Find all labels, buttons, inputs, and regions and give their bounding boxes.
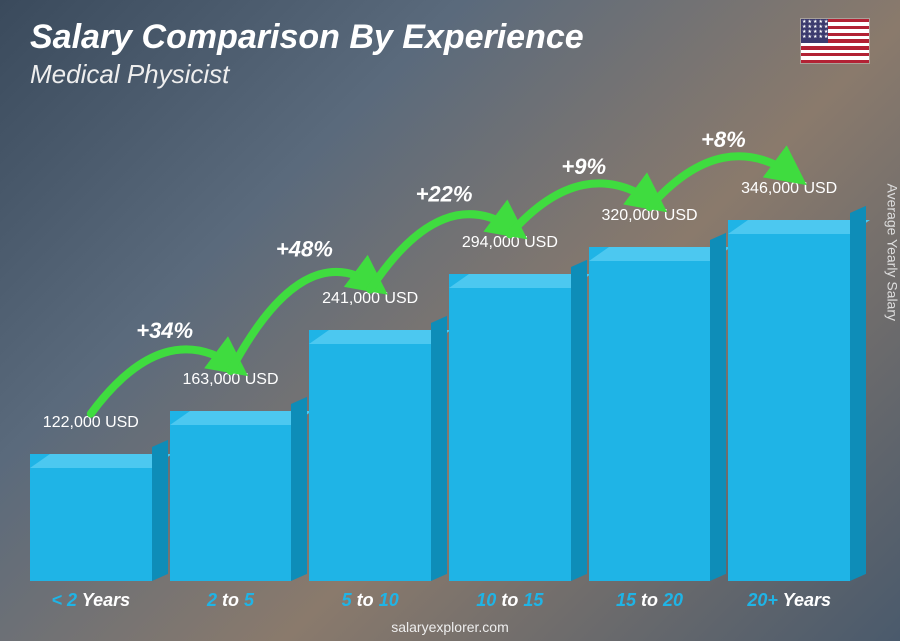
percent-increase-label: +8% <box>701 127 746 152</box>
bar-value-label: 294,000 USD <box>413 234 608 252</box>
footer-attribution: salaryexplorer.com <box>0 619 900 635</box>
x-axis-label: 5 to 10 <box>309 590 431 611</box>
bar <box>728 220 850 581</box>
bar <box>309 330 431 581</box>
bar-value-label: 163,000 USD <box>133 371 328 389</box>
x-axis-label: 10 to 15 <box>449 590 571 611</box>
bar-group: 294,000 USD <box>449 274 571 581</box>
bar-value-label: 320,000 USD <box>552 207 747 225</box>
x-axis-label: 15 to 20 <box>589 590 711 611</box>
percent-increase-label: +48% <box>276 237 333 262</box>
bar-group: 320,000 USD <box>589 247 711 581</box>
bar-group: 346,000 USD <box>728 220 850 581</box>
x-axis-label: < 2 Years <box>30 590 152 611</box>
bar-group: 163,000 USD <box>170 411 292 581</box>
bar <box>589 247 711 581</box>
x-axis-label: 20+ Years <box>728 590 850 611</box>
bar-value-label: 346,000 USD <box>692 180 887 198</box>
header: Salary Comparison By Experience Medical … <box>30 18 584 90</box>
bar <box>170 411 292 581</box>
page-subtitle: Medical Physicist <box>30 59 584 90</box>
y-axis-label: Average Yearly Salary <box>884 183 900 321</box>
bar-group: 122,000 USD <box>30 454 152 581</box>
bar-value-label: 122,000 USD <box>0 414 188 432</box>
percent-increase-label: +9% <box>561 154 606 179</box>
bar <box>449 274 571 581</box>
percent-increase-label: +34% <box>136 318 193 343</box>
percent-increase-label: +22% <box>416 181 473 206</box>
bar-chart: 122,000 USD163,000 USD241,000 USD294,000… <box>30 120 850 581</box>
x-axis-label: 2 to 5 <box>170 590 292 611</box>
page-title: Salary Comparison By Experience <box>30 18 584 57</box>
usa-flag-icon: ★★★★★★★★★★★★★★★★★★★★ <box>800 18 870 64</box>
bar-value-label: 241,000 USD <box>273 290 468 308</box>
bar-group: 241,000 USD <box>309 330 431 581</box>
bar <box>30 454 152 581</box>
x-axis-labels: < 2 Years 2 to 5 5 to 10 10 to 15 15 to 20 20… <box>30 590 850 611</box>
